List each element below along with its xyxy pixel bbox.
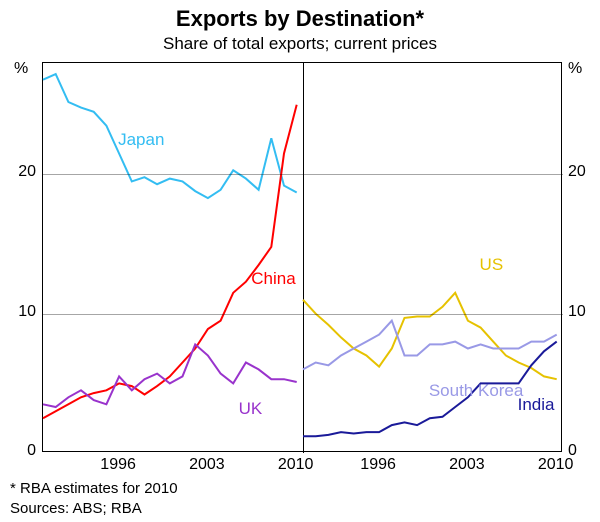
gridline [43,174,563,175]
series-label-us: US [480,255,504,275]
chart-title: Exports by Destination* [0,6,600,32]
ytick-label: 20 [568,163,586,181]
series-us [303,293,557,379]
series-label-south_korea: South Korea [429,381,524,401]
chart-container: { "title": "Exports by Destination*", "s… [0,0,600,522]
xtick-label: 2003 [182,456,232,474]
footnote-1: * RBA estimates for 2010 [10,480,178,497]
xtick-label: 1996 [93,456,143,474]
xtick-label: 2010 [531,456,581,474]
chart-subtitle: Share of total exports; current prices [0,34,600,54]
ytick-label: 10 [568,303,586,321]
xtick-label: 1996 [353,456,403,474]
series-label-china: China [251,269,295,289]
ytick-label: 10 [2,303,36,321]
ytick-label: 0 [2,442,36,460]
series-label-india: India [518,395,555,415]
footnote-2: Sources: ABS; RBA [10,500,142,517]
ytick-label: 20 [2,163,36,181]
y-axis-unit-right: % [568,60,582,78]
xtick-label: 2010 [271,456,321,474]
series-china [43,105,297,418]
xtick-label: 2003 [442,456,492,474]
series-label-japan: Japan [118,130,164,150]
y-axis-unit-left: % [14,60,28,78]
series-label-uk: UK [239,399,263,419]
gridline [43,314,563,315]
series-japan [43,74,297,198]
